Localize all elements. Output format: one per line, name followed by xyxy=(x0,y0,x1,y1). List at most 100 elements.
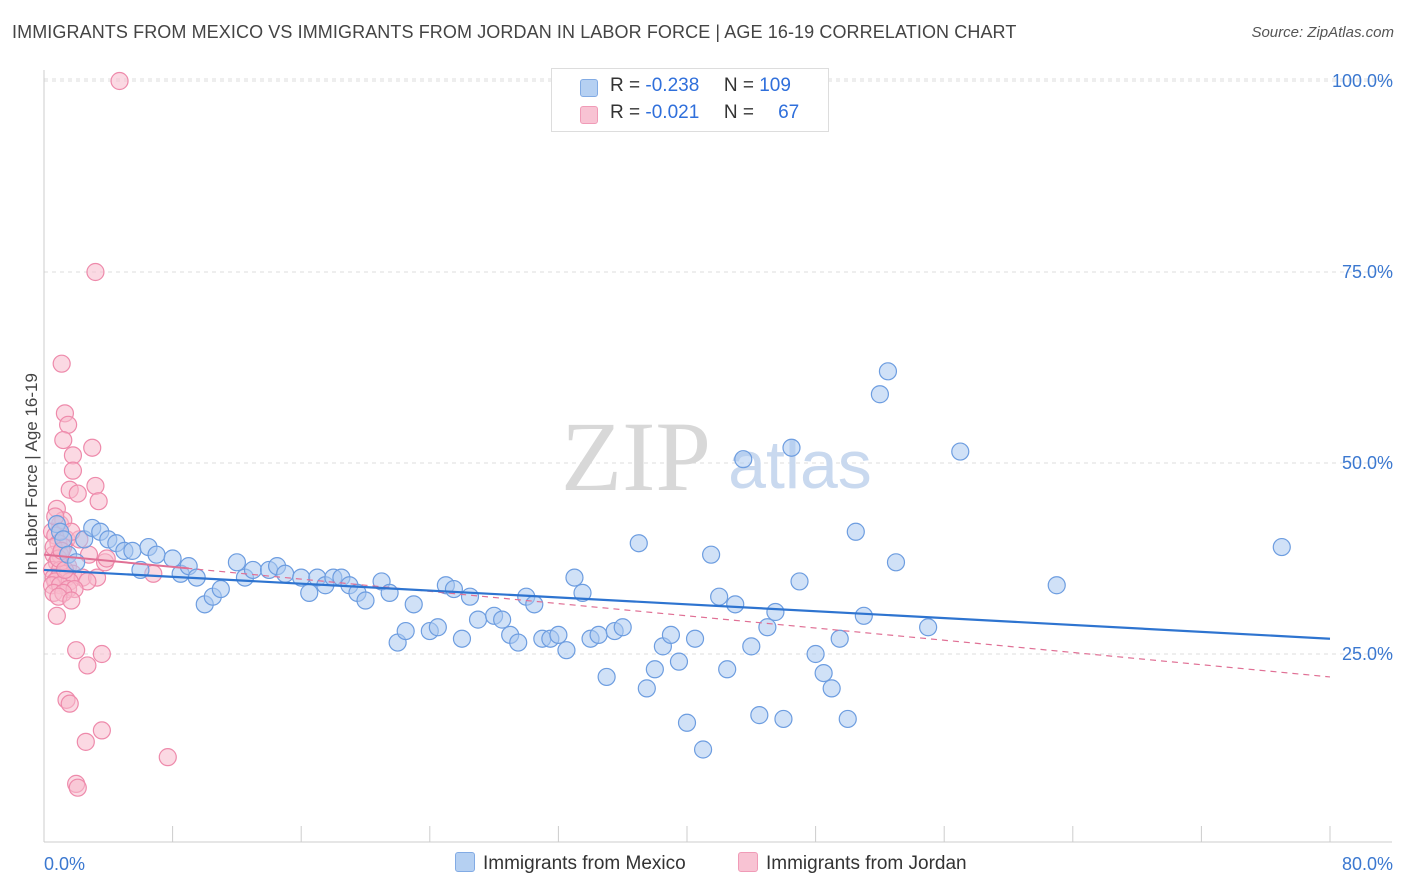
legend-item-mexico[interactable]: Immigrants from Mexico xyxy=(455,852,686,878)
trend-lines xyxy=(43,553,1331,678)
jordan-point xyxy=(86,476,105,496)
stats-legend-row-jordan: R = -0.021 N = 67 xyxy=(552,100,828,128)
jordan-point xyxy=(63,461,83,480)
mexico-point xyxy=(814,663,833,683)
r-value: -0.238 xyxy=(645,75,700,96)
r-label: R = xyxy=(610,75,641,96)
mexico-point xyxy=(661,625,681,645)
mexico-point xyxy=(356,591,375,610)
jordan-point xyxy=(59,415,78,434)
mexico-point xyxy=(734,450,753,469)
mexico-point xyxy=(822,679,841,698)
jordan-point xyxy=(68,484,87,503)
mexico-point xyxy=(444,579,464,599)
mexico-point xyxy=(846,522,865,541)
mexico-point xyxy=(742,637,761,656)
mexico-point xyxy=(766,602,785,622)
mexico-point xyxy=(758,618,777,637)
y-tick-label-2: 75.0% xyxy=(1342,262,1393,282)
mexico-trend-line xyxy=(43,568,1331,640)
mexico-point xyxy=(693,740,713,759)
mexico-point xyxy=(404,595,423,614)
mexico-point xyxy=(726,595,745,614)
mexico-point xyxy=(854,606,873,625)
y-tick-label-0: 25.0% xyxy=(1342,644,1393,664)
y-tick-label-3: 100.0% xyxy=(1332,71,1393,91)
x-tick-label-1: 80.0% xyxy=(1342,854,1393,874)
legend-label: Immigrants from Jordan xyxy=(766,853,967,874)
jordan-point xyxy=(47,606,66,625)
jordan-point xyxy=(76,732,95,751)
n-label: N = xyxy=(723,102,754,123)
watermark-zip: ZIP xyxy=(561,401,711,512)
legend-item-jordan[interactable]: Immigrants from Jordan xyxy=(738,852,967,878)
jordan-point xyxy=(158,748,177,767)
mexico-point xyxy=(702,545,721,564)
mexico-point xyxy=(396,621,415,641)
mexico-point xyxy=(677,713,697,732)
mexico-point xyxy=(750,706,769,725)
watermark-atlas: atlas xyxy=(728,427,872,503)
mexico-point xyxy=(493,610,512,629)
r-value: -0.021 xyxy=(645,102,700,123)
y-axis-label: In Labor Force | Age 16-19 xyxy=(22,373,41,575)
mexico-point xyxy=(276,564,295,583)
n-value: 67 xyxy=(778,102,800,123)
mexico-point xyxy=(211,579,230,599)
chart-title: IMMIGRANTS FROM MEXICO VS IMMIGRANTS FRO… xyxy=(12,22,1017,42)
mexico-point xyxy=(806,644,825,664)
jordan-point xyxy=(63,446,83,465)
mexico-point xyxy=(300,583,319,602)
mexico-point xyxy=(951,442,970,461)
x-tick-label-0: 0.0% xyxy=(44,854,85,874)
jordan-point xyxy=(89,492,108,511)
mexico-point xyxy=(525,595,544,614)
jordan-point xyxy=(78,656,97,675)
mexico-point xyxy=(645,660,664,679)
n-value: 109 xyxy=(759,75,791,96)
mexico-point xyxy=(919,618,938,637)
mexico-point xyxy=(589,625,608,645)
mexico-point xyxy=(428,618,447,637)
mexico-point xyxy=(1047,576,1066,595)
jordan-point xyxy=(92,644,111,664)
mexico-point xyxy=(227,553,246,572)
jordan-point xyxy=(60,694,79,713)
mexico-point xyxy=(710,587,729,606)
mexico-point xyxy=(549,625,568,645)
jordan-point xyxy=(62,591,81,610)
mexico-point xyxy=(565,568,584,587)
jordan-point xyxy=(92,721,111,740)
mexico-swatch xyxy=(455,852,475,872)
mexico-point xyxy=(774,709,793,729)
jordan-point xyxy=(110,71,129,91)
jordan-point xyxy=(86,262,105,282)
axes xyxy=(43,70,1392,843)
mexico-point xyxy=(147,545,166,564)
stats-legend: R = -0.238 N = 109 R = -0.021 N = 67 xyxy=(551,68,829,132)
mexico-point xyxy=(629,534,648,553)
legend-label: Immigrants from Mexico xyxy=(483,853,686,874)
mexico-point xyxy=(468,610,488,629)
mexico-point xyxy=(669,652,689,671)
mexico-point xyxy=(460,587,480,606)
mexico-point xyxy=(509,633,528,652)
jordan-point xyxy=(97,549,116,568)
jordan-point xyxy=(68,778,87,797)
jordan-point xyxy=(52,354,71,373)
mexico-point xyxy=(886,553,906,572)
mexico-point xyxy=(573,583,592,602)
mexico-point xyxy=(243,560,263,580)
series-legend: Immigrants from Mexico Immigrants from J… xyxy=(0,852,1406,878)
mexico-point xyxy=(878,362,898,381)
mexico-swatch xyxy=(580,79,598,97)
mexico-point xyxy=(613,618,632,637)
source-credit: Source: ZipAtlas.com xyxy=(1251,24,1394,41)
mexico-point xyxy=(163,549,182,568)
jordan-swatch xyxy=(580,106,598,124)
mexico-point xyxy=(452,629,472,648)
n-label: N = xyxy=(723,75,754,96)
series-jordan xyxy=(42,71,177,797)
mexico-point xyxy=(597,667,616,687)
